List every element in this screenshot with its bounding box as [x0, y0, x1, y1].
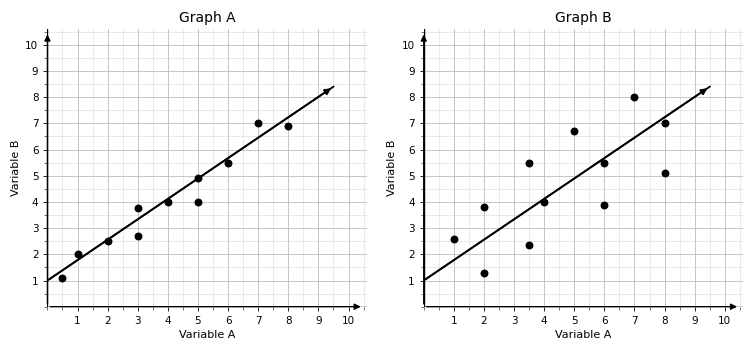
Point — [448, 236, 460, 241]
Point — [192, 199, 204, 205]
Point — [478, 204, 490, 210]
Point — [599, 160, 611, 165]
X-axis label: Variable A: Variable A — [555, 330, 611, 340]
Point — [72, 252, 84, 257]
Point — [523, 160, 535, 165]
Y-axis label: Variable B: Variable B — [388, 140, 397, 196]
Point — [57, 275, 69, 281]
Point — [523, 242, 535, 248]
Point — [538, 199, 550, 205]
Point — [282, 123, 294, 129]
Point — [629, 94, 641, 100]
Point — [252, 120, 264, 126]
Point — [599, 202, 611, 207]
Point — [478, 270, 490, 276]
Point — [132, 233, 144, 239]
Point — [132, 206, 144, 211]
Point — [192, 176, 204, 181]
Point — [222, 160, 234, 165]
Y-axis label: Variable B: Variable B — [11, 140, 21, 196]
Point — [162, 199, 174, 205]
X-axis label: Variable A: Variable A — [179, 330, 235, 340]
Title: Graph B: Graph B — [555, 11, 611, 25]
Point — [658, 120, 670, 126]
Point — [658, 170, 670, 176]
Point — [569, 128, 581, 134]
Title: Graph A: Graph A — [179, 11, 235, 25]
Point — [102, 238, 114, 244]
